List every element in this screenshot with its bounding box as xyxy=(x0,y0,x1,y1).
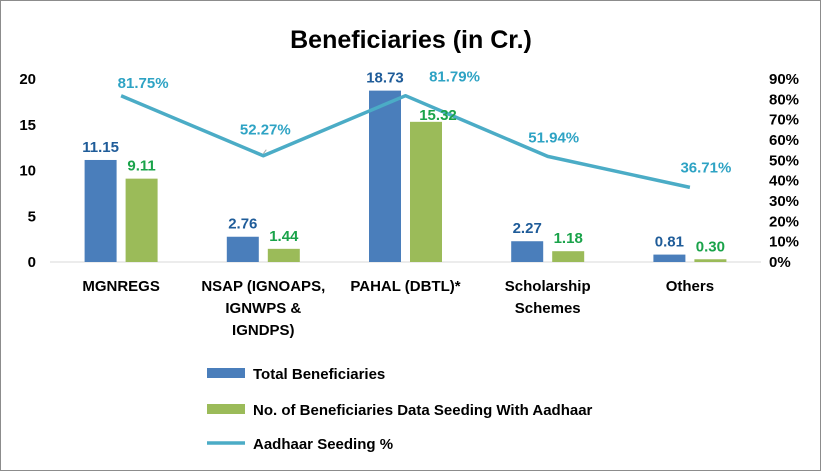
legend-label: No. of Beneficiaries Data Seeding With A… xyxy=(253,402,593,419)
x-category-label: Others xyxy=(666,278,714,295)
y-left-tick-label: 0 xyxy=(28,254,36,271)
line-data-label: 81.75% xyxy=(118,75,169,92)
legend-label: Aadhaar Seeding % xyxy=(253,436,393,453)
y-right-tick-label: 30% xyxy=(769,193,799,210)
line-data-label: 52.27% xyxy=(240,122,291,139)
chart-title: Beneficiaries (in Cr.) xyxy=(290,26,532,54)
bar-data-label: 2.76 xyxy=(228,216,257,233)
legend-label: Total Beneficiaries xyxy=(253,366,385,383)
y-right-tick-label: 60% xyxy=(769,132,799,149)
bar-data-label: 11.15 xyxy=(82,139,119,156)
y-right-tick-label: 50% xyxy=(769,152,799,169)
line-data-label: 36.71% xyxy=(680,159,731,176)
bar-total xyxy=(369,91,401,262)
y-left-tick-label: 10 xyxy=(19,163,36,180)
bar-total xyxy=(227,237,259,262)
y-left-tick-label: 15 xyxy=(19,117,36,134)
legend-swatch xyxy=(207,404,245,414)
bar-data-label: 9.11 xyxy=(127,158,155,175)
y-left-tick-label: 20 xyxy=(19,71,36,88)
bar-seeded xyxy=(126,179,158,262)
bar-data-label: 1.44 xyxy=(269,228,299,245)
bar-data-label: 0.81 xyxy=(655,234,684,251)
bar-data-label: 18.73 xyxy=(366,70,404,87)
x-category-label: IGNWPS & xyxy=(225,300,301,317)
line-data-label: 81.79% xyxy=(429,69,480,86)
bar-total xyxy=(653,255,685,262)
bar-seeded xyxy=(694,259,726,262)
bar-total xyxy=(85,160,117,262)
x-category-label: Schemes xyxy=(515,300,581,317)
y-left-tick-label: 5 xyxy=(28,208,36,225)
x-category-label: IGNDPS) xyxy=(232,322,295,339)
y-right-tick-label: 20% xyxy=(769,213,799,230)
x-category-label: Scholarship xyxy=(505,278,591,295)
y-right-tick-label: 10% xyxy=(769,234,799,251)
y-right-tick-label: 40% xyxy=(769,173,799,190)
bar-data-label: 0.30 xyxy=(696,238,725,255)
bar-seeded xyxy=(268,249,300,262)
y-right-tick-label: 90% xyxy=(769,71,799,88)
x-category-label: MGNREGS xyxy=(82,278,160,295)
bar-data-label: 1.18 xyxy=(554,230,583,247)
x-category-label: PAHAL (DBTL)* xyxy=(350,278,460,295)
bar-seeded xyxy=(552,251,584,262)
y-right-tick-label: 80% xyxy=(769,91,799,108)
bar-data-label: 15.32 xyxy=(419,107,457,124)
y-right-tick-label: 70% xyxy=(769,112,799,129)
bar-total xyxy=(511,241,543,262)
legend-swatch xyxy=(207,368,245,378)
bar-data-label: 2.27 xyxy=(513,220,542,237)
y-right-tick-label: 0% xyxy=(769,254,791,271)
bar-seeded xyxy=(410,122,442,262)
line-data-label: 51.94% xyxy=(528,129,579,146)
x-category-label: NSAP (IGNOAPS, xyxy=(201,278,325,295)
seeding-percent-line xyxy=(121,96,690,188)
